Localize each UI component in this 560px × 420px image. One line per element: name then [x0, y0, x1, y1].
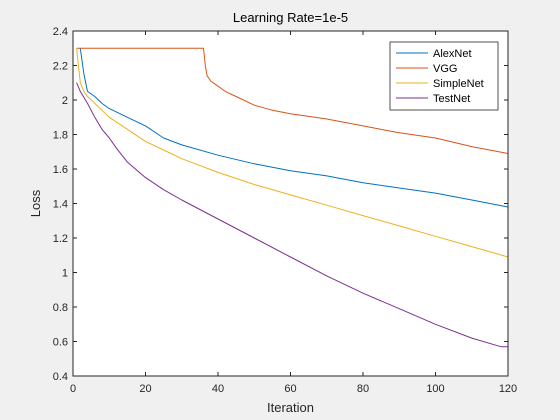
y-tick-label: 1.6	[53, 164, 68, 176]
x-tick-label: 20	[139, 383, 151, 395]
legend-label-testnet: TestNet	[433, 93, 470, 105]
y-tick-label: 0.6	[53, 337, 68, 349]
x-tick-label: 60	[284, 383, 296, 395]
y-tick-label: 1.4	[53, 199, 68, 211]
legend-label-vgg: VGG	[433, 63, 457, 75]
y-tick-label: 1.8	[53, 130, 68, 142]
y-tick-label: 1	[62, 268, 68, 280]
chart-title: Learning Rate=1e-5	[233, 10, 348, 25]
x-tick-label: 80	[357, 383, 369, 395]
legend-label-simplenet: SimpleNet	[433, 78, 484, 90]
x-axis-label: Iteration	[267, 400, 314, 415]
y-axis-label: Loss	[28, 189, 43, 217]
y-tick-label: 2	[62, 95, 68, 107]
x-tick-label: 120	[499, 383, 517, 395]
x-tick-label: 40	[212, 383, 224, 395]
x-tick-label: 100	[426, 383, 444, 395]
legend: AlexNet VGG SimpleNet TestNet	[390, 42, 498, 110]
legend-label-alexnet: AlexNet	[433, 48, 472, 60]
x-tick-label: 0	[70, 383, 76, 395]
y-tick-label: 1.2	[53, 233, 68, 245]
y-tick-label: 2.4	[53, 26, 68, 38]
y-tick-label: 2.2	[53, 61, 68, 73]
y-tick-label: 0.8	[53, 302, 68, 314]
y-tick-label: 0.4	[53, 371, 68, 383]
